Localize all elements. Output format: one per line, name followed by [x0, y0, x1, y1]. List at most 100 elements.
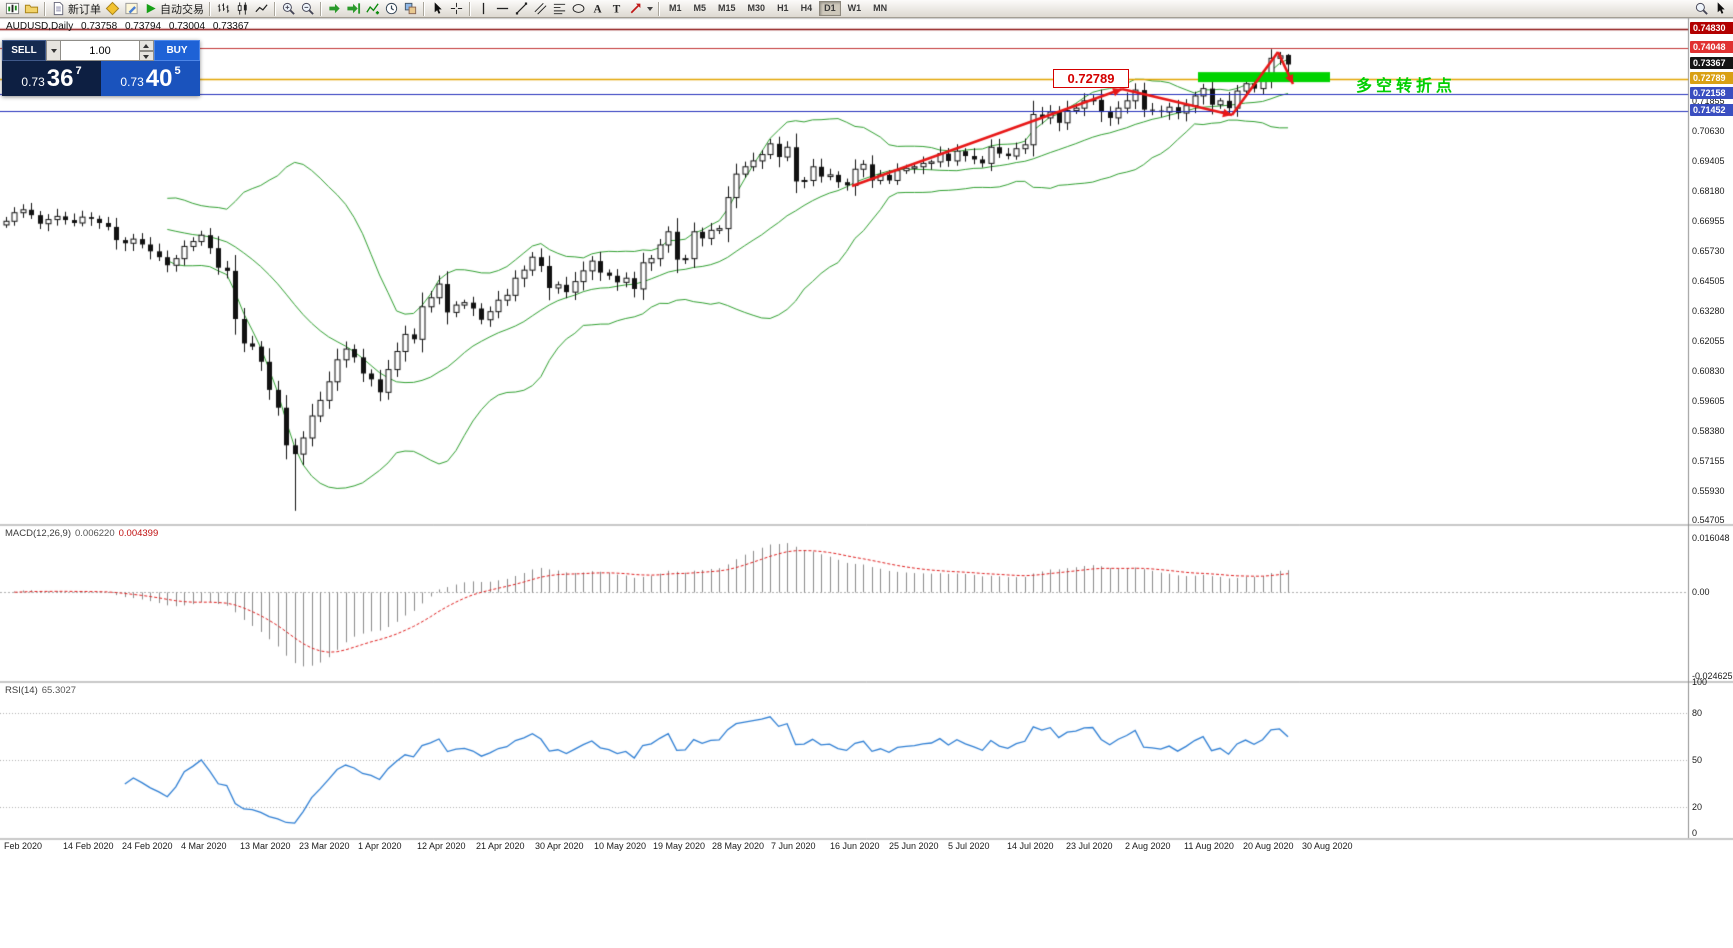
toolbar-separator	[44, 1, 46, 16]
date-axis-label: 28 May 2020	[712, 841, 765, 851]
metaquotes-button[interactable]	[103, 1, 122, 17]
profiles-button[interactable]	[22, 1, 41, 17]
date-axis-label: 19 May 2020	[653, 841, 706, 851]
metaeditor-button[interactable]	[122, 1, 141, 17]
crosshair-button[interactable]	[447, 1, 466, 17]
sell-price-big: 36	[46, 64, 74, 92]
hline-icon	[495, 1, 510, 16]
timeframe-h1-button[interactable]: H1	[777, 3, 789, 13]
autoscroll-icon	[327, 1, 342, 16]
clock-icon	[384, 1, 399, 16]
shapes-button[interactable]	[569, 1, 588, 17]
new-order-button[interactable]: 新订单	[49, 1, 103, 17]
channel-button[interactable]	[531, 1, 550, 17]
macd-name: MACD(12,26,9)	[5, 528, 71, 539]
toolbar-separator	[658, 1, 660, 16]
price-axis-tick: 0.64505	[1692, 276, 1725, 287]
zoomout-icon	[300, 1, 315, 16]
date-axis-label: 14 Feb 2020	[63, 841, 114, 851]
price-axis-tick: 0.68180	[1692, 186, 1725, 197]
fibonacci-button[interactable]	[550, 1, 569, 17]
macd-indicator-label: MACD(12,26,9) 0.006220 0.004399	[5, 528, 158, 539]
cursor-button[interactable]	[428, 1, 447, 17]
bar-chart-button[interactable]	[214, 1, 233, 17]
arrows-button[interactable]	[626, 1, 655, 17]
autotrading-button-label: 自动交易	[160, 3, 204, 16]
buy-button[interactable]: BUY	[154, 40, 200, 61]
chart-shift-button[interactable]	[344, 1, 363, 17]
price-badge: 0.72158	[1690, 87, 1733, 100]
spinner-down-icon[interactable]	[140, 50, 154, 61]
price-badge: 0.71452	[1690, 104, 1733, 117]
spinner-up-icon[interactable]	[140, 40, 154, 51]
editor-icon	[124, 1, 139, 16]
price-axis-tick: 0.63280	[1692, 305, 1725, 316]
macd-signal-value: 0.004399	[118, 528, 159, 539]
label-button[interactable]: T	[607, 1, 626, 17]
candlestick-chart-button[interactable]	[233, 1, 252, 17]
timeframe-h4-button[interactable]: H4	[800, 3, 813, 13]
chevron-down-icon[interactable]	[647, 6, 653, 11]
search-button[interactable]	[1692, 1, 1711, 17]
templates-button[interactable]	[401, 1, 420, 17]
date-axis-label: 4 Mar 2020	[181, 841, 227, 851]
timeframe-d1-button[interactable]: D1	[819, 1, 841, 16]
volume-input[interactable]	[61, 40, 140, 61]
fibo-icon	[552, 1, 567, 16]
timeframe-m1-button[interactable]: M1	[669, 3, 682, 13]
volume-dropdown-button[interactable]	[46, 40, 61, 61]
crosshair-icon	[449, 1, 464, 16]
new-chart-button[interactable]	[3, 1, 22, 17]
date-axis-label: 5 Jul 2020	[948, 841, 990, 851]
main-toolbar: 新订单 自动交易 A T M1 M5 M15 M30 H1 H4 D1 W1 MN	[0, 0, 1733, 18]
macd-axis-tick: -0.024625	[1692, 671, 1733, 681]
candles-icon	[235, 1, 250, 16]
date-axis-label: 30 Aug 2020	[1302, 841, 1353, 851]
low-value: 0.73004	[168, 21, 206, 32]
date-axis-label: 25 Jun 2020	[889, 841, 939, 851]
zoom-in-button[interactable]	[279, 1, 298, 17]
auto-scroll-button[interactable]	[325, 1, 344, 17]
autotrading-button[interactable]: 自动交易	[141, 1, 206, 17]
zoom-out-button[interactable]	[298, 1, 317, 17]
timeframe-w1-button[interactable]: W1	[847, 3, 862, 13]
text-button[interactable]: A	[588, 1, 607, 17]
volume-spinner[interactable]	[140, 40, 154, 61]
price-badge: 0.74048	[1690, 40, 1733, 53]
timeframe-m5-button[interactable]: M5	[693, 3, 707, 13]
price-axis-tick: 0.71855	[1692, 96, 1725, 107]
new-order-button-label: 新订单	[68, 3, 101, 16]
chart-symbol-header: AUDUSD,Daily 0.73758 0.73794 0.73004 0.7…	[6, 21, 254, 32]
sell-button[interactable]: SELL	[2, 40, 46, 61]
macd-axis-tick: 0.00	[1692, 587, 1710, 598]
buy-price[interactable]: 0.73 40 5	[101, 61, 200, 96]
timeframe-mn-button[interactable]: MN	[873, 3, 888, 13]
timeframe-m30-button[interactable]: M30	[747, 3, 766, 13]
textA-icon: A	[590, 1, 605, 16]
chartshift-icon	[346, 1, 361, 16]
periods-button[interactable]	[382, 1, 401, 17]
shape-icon	[571, 1, 586, 16]
indicators-button[interactable]	[363, 1, 382, 17]
profiles-icon	[24, 1, 39, 16]
svg-text:A: A	[593, 4, 602, 16]
vertical-line-button[interactable]	[474, 1, 493, 17]
rsi-axis-tick: 20	[1692, 801, 1703, 812]
date-axis-label: 23 Jul 2020	[1066, 841, 1113, 851]
pointer-button[interactable]	[1711, 1, 1730, 17]
horizontal-line-button[interactable]	[493, 1, 512, 17]
line-chart-button[interactable]	[252, 1, 271, 17]
sell-price-prefix: 0.73	[21, 74, 45, 89]
price-badge: 0.74830	[1690, 21, 1733, 34]
date-axis-label: 10 May 2020	[594, 841, 647, 851]
timeframe-m15-button[interactable]: M15	[718, 3, 736, 13]
mq-icon	[105, 1, 120, 16]
sell-price[interactable]: 0.73 36 7	[2, 61, 101, 96]
toolbar-separator	[469, 1, 471, 16]
trendline-button[interactable]	[512, 1, 531, 17]
cursor-icon	[430, 1, 445, 16]
symbol-period-label: AUDUSD,Daily	[6, 21, 74, 32]
toolbar-separator	[274, 1, 276, 16]
